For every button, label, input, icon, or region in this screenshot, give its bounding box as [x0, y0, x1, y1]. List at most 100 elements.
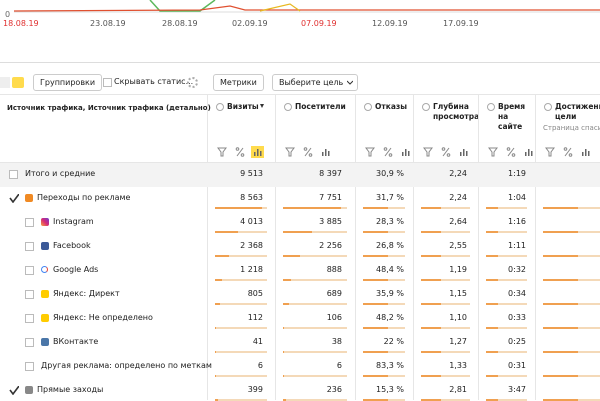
cell-value: 9 513 — [240, 169, 263, 178]
cell-bar — [543, 231, 600, 233]
filter-icons[interactable] — [543, 146, 593, 158]
row-label[interactable]: Facebook — [53, 241, 91, 250]
column-header[interactable]: Достижения цели — [555, 102, 600, 122]
cell-bar — [363, 207, 405, 209]
column-header[interactable]: Визиты — [227, 102, 271, 112]
row-checkbox[interactable] — [9, 170, 18, 179]
goal-select-text: Выберите цель — [279, 78, 343, 87]
view-toggle[interactable] — [0, 77, 10, 88]
row-checkbox[interactable] — [25, 218, 34, 227]
graph-line — [14, 6, 600, 11]
info-icon — [422, 103, 430, 111]
column-header[interactable]: Отказы — [375, 102, 409, 112]
graph-x-label: 07.09.19 — [301, 19, 337, 28]
cell-bar — [421, 207, 470, 209]
cell-value: 0:34 — [508, 289, 526, 298]
row-checkbox[interactable] — [25, 290, 34, 299]
view-toggle-active[interactable] — [12, 77, 24, 88]
filter-icons[interactable] — [363, 146, 413, 158]
cell-bar — [421, 303, 470, 305]
cell-bar — [543, 375, 600, 377]
cell-value: 38 — [332, 337, 342, 346]
column-separator — [207, 95, 208, 400]
row-label[interactable]: Google Ads — [53, 265, 98, 274]
filter-icons[interactable] — [421, 146, 471, 158]
graph-x-label: 12.09.19 — [372, 19, 408, 28]
row-label[interactable]: Яндекс: Не определено — [53, 313, 153, 322]
row-label[interactable]: Переходы по рекламе — [37, 193, 130, 202]
cell-value: 3 885 — [319, 217, 342, 226]
source-icon — [41, 266, 48, 273]
cell-bar — [363, 327, 405, 329]
filter-icons[interactable] — [215, 146, 265, 158]
hide-stats-checkbox[interactable] — [103, 78, 112, 87]
column-separator — [478, 95, 479, 400]
cell-value: 41 — [253, 337, 263, 346]
goal-subtitle: Страница спасибо — [543, 124, 600, 132]
row-label[interactable]: ВКонтакте — [53, 337, 98, 346]
source-icon — [41, 338, 49, 346]
cell-value: 8 563 — [240, 193, 263, 202]
row-checkbox[interactable] — [25, 242, 34, 251]
goal-select[interactable]: Выберите цель — [272, 74, 358, 91]
cell-value: 35,9 % — [376, 289, 404, 298]
cell-value: 2,64 — [449, 217, 467, 226]
cell-value: 2 256 — [319, 241, 342, 250]
row-label[interactable]: Другая реклама: определено по меткам — [41, 361, 212, 370]
info-icon — [284, 103, 292, 111]
cell-bar — [283, 279, 347, 281]
sort-arrow — [260, 104, 264, 108]
hide-stats-label[interactable]: Скрывать статис... — [114, 77, 193, 86]
row-checkbox[interactable] — [9, 194, 16, 201]
cell-bar — [215, 231, 267, 233]
cell-value: 8 397 — [319, 169, 342, 178]
graph-x-label: 18.08.19 — [3, 19, 39, 28]
dimension-header[interactable]: Источник трафика, Источник трафика (дета… — [7, 103, 211, 113]
row-label[interactable]: Итого и средние — [25, 169, 95, 178]
cell-value: 6 — [258, 361, 263, 370]
filter-icons[interactable] — [283, 146, 333, 158]
row-checkbox[interactable] — [25, 362, 34, 371]
filter-icons[interactable] — [486, 146, 536, 158]
cell-value: 7 751 — [319, 193, 342, 202]
cell-value: 399 — [248, 385, 263, 394]
cell-value: 1,15 — [449, 289, 467, 298]
row-checkbox[interactable] — [25, 314, 34, 323]
column-header[interactable]: Глубина просмотра — [433, 102, 474, 122]
cell-value: 236 — [327, 385, 342, 394]
chevron — [347, 80, 353, 85]
column-header[interactable]: Посетители — [295, 102, 351, 112]
cell-value: 2 368 — [240, 241, 263, 250]
cell-bar — [421, 279, 470, 281]
cell-bar — [486, 327, 527, 329]
cell-bar — [486, 351, 527, 353]
row-label[interactable]: Яндекс: Директ — [53, 289, 120, 298]
column-header[interactable]: Время на сайте — [498, 102, 531, 132]
graph-x-label: 23.08.19 — [90, 19, 126, 28]
column-separator — [535, 95, 536, 400]
cell-value: 15,3 % — [376, 385, 404, 394]
cell-value: 106 — [327, 313, 342, 322]
cell-value: 1 218 — [240, 265, 263, 274]
source-icon — [41, 290, 49, 298]
cell-value: 888 — [327, 265, 342, 274]
row-checkbox[interactable] — [25, 266, 34, 275]
settings-icon[interactable] — [187, 77, 198, 88]
cell-bar — [486, 279, 527, 281]
groupings-button[interactable]: Группировки — [33, 74, 102, 91]
cell-value: 1,27 — [449, 337, 467, 346]
metrics-button[interactable]: Метрики — [213, 74, 264, 91]
cell-bar — [283, 303, 347, 305]
cell-value: 4 013 — [240, 217, 263, 226]
row-checkbox[interactable] — [25, 338, 34, 347]
row-label[interactable]: Прямые заходы — [37, 385, 103, 394]
info-icon — [216, 103, 224, 111]
divider — [0, 62, 600, 63]
graph-x-label: 17.09.19 — [443, 19, 479, 28]
row-checkbox[interactable] — [9, 386, 16, 393]
cell-bar — [283, 207, 347, 209]
cell-bar — [215, 303, 267, 305]
cell-bar — [283, 255, 347, 257]
row-label[interactable]: Instagram — [53, 217, 94, 226]
cell-value: 22 % — [384, 337, 404, 346]
